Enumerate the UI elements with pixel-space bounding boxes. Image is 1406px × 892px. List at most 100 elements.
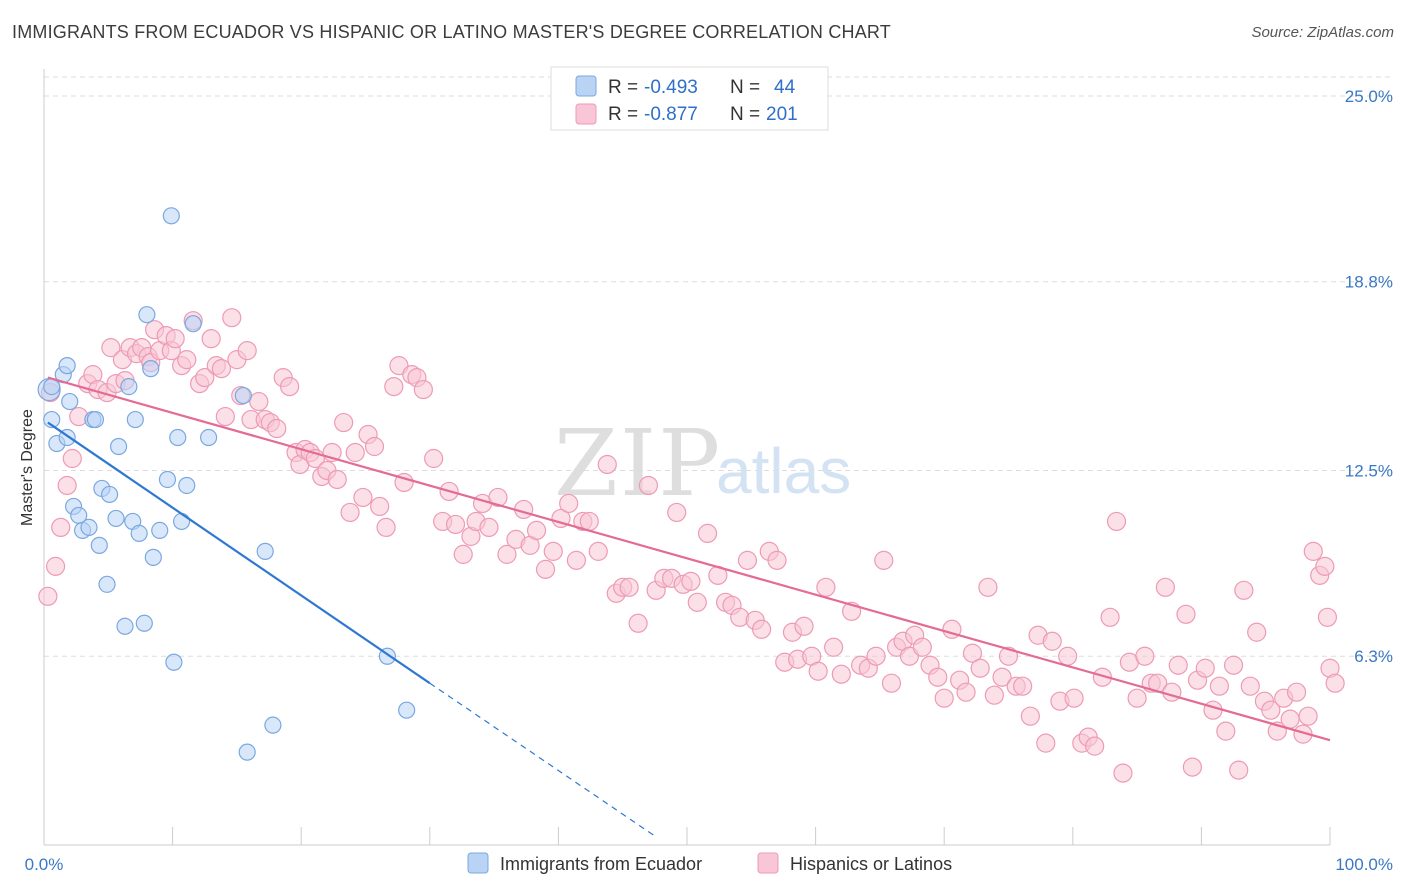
y-tick-label: 6.3% [1354,647,1393,666]
point-hispanics [62,448,82,469]
point-hispanics [479,517,499,538]
point-hispanics [1203,700,1223,720]
y-tick-labels: 6.3% 12.5% 18.8% 25.0% [1345,87,1393,666]
point-hispanics [1036,733,1056,753]
point-hispanics [794,616,814,636]
point-hispanics [874,550,894,570]
point-hispanics [1135,646,1155,666]
point-hispanics [1100,607,1120,627]
legend-n-label-1: N = [730,77,760,98]
point-hispanics [267,418,287,439]
point-hispanics [1195,658,1215,678]
point-hispanics [681,571,701,591]
trend-lines [47,376,1331,837]
point-hispanics [1013,676,1033,696]
point-hispanics [222,308,242,328]
point-hispanics [424,448,444,469]
x-tick-label-min: 0.0% [25,855,64,874]
point-hispanics [334,412,354,433]
point-hispanics [215,406,235,427]
legend-r-value-2: -0.877 [644,104,698,125]
point-ecuador [90,536,108,554]
point-ecuador [144,548,162,566]
point-ecuador [184,315,202,333]
point-ecuador [398,701,416,719]
point-hispanics [831,664,851,684]
y-tick-label: 25.0% [1345,87,1393,106]
point-hispanics [340,502,360,523]
point-hispanics [1317,607,1338,627]
legend-r-label-1: R = [608,77,638,98]
series-legend-label-2: Hispanics or Latinos [790,854,952,874]
point-hispanics [201,329,221,349]
point-hispanics [566,550,587,570]
point-hispanics [353,487,373,508]
point-hispanics [687,592,707,612]
legend-n-value-2: 201 [766,104,798,125]
point-hispanics [1209,676,1230,696]
point-hispanics [1127,688,1147,708]
point-hispanics [1286,682,1307,702]
series-immigrants-from-ecuador [37,207,416,761]
series-legend-swatch-blue [467,852,489,874]
point-hispanics [638,475,659,496]
point-hispanics [165,329,185,349]
trend-line-hispanics [47,376,1331,742]
point-ecuador [80,518,98,537]
x-tick-label-max: 100.0% [1335,855,1393,874]
point-ecuador [58,357,76,375]
point-ecuador [169,428,187,447]
watermark-zip: ZIP [554,410,722,517]
point-hispanics [1223,655,1244,675]
point-hispanics [928,667,948,687]
y-tick-label: 12.5% [1345,461,1393,480]
point-hispanics [998,646,1019,666]
point-ecuador [109,437,128,456]
point-ecuador [61,392,79,411]
point-hispanics [588,541,608,561]
point-hispanics [737,550,758,570]
point-hispanics [1298,706,1318,726]
y-tick-label: 18.8% [1345,273,1393,292]
point-hispanics [177,350,197,370]
point-ecuador [264,716,282,734]
point-hispanics [628,613,648,633]
point-ecuador [165,653,183,671]
point-hispanics [992,667,1012,687]
legend-swatch-blue [575,75,597,97]
legend-n-value-1: 44 [774,77,796,98]
point-hispanics [101,338,121,358]
watermark-atlas: atlas [716,435,851,507]
point-ecuador [162,207,180,225]
point-hispanics [1106,511,1127,532]
point-ecuador [178,476,196,495]
point-hispanics [1216,721,1236,741]
point-ecuador [135,614,153,632]
point-hispanics [488,487,508,508]
point-hispanics [57,475,77,496]
trend-line-ecuador [47,421,431,685]
point-hispanics [280,376,300,397]
point-hispanics [730,607,750,627]
point-ecuador [151,521,169,540]
point-hispanics [1234,580,1254,600]
point-hispanics [1113,763,1133,783]
point-hispanics [970,658,990,678]
point-hispanics [384,376,404,397]
point-hispanics [697,523,718,544]
point-ecuador [158,470,177,489]
point-hispanics [1303,541,1323,561]
point-hispanics [535,559,556,579]
point-ecuador [126,410,144,429]
trend-line-ecuador-extension [429,682,656,837]
point-ecuador [86,410,105,429]
point-hispanics [824,637,844,657]
point-hispanics [376,517,396,538]
point-hispanics [1229,760,1249,780]
point-hispanics [1325,673,1345,693]
point-ecuador [142,360,160,378]
chart-title: IMMIGRANTS FROM ECUADOR VS HISPANIC OR L… [12,22,891,42]
point-ecuador [100,485,119,504]
point-hispanics [237,341,257,361]
